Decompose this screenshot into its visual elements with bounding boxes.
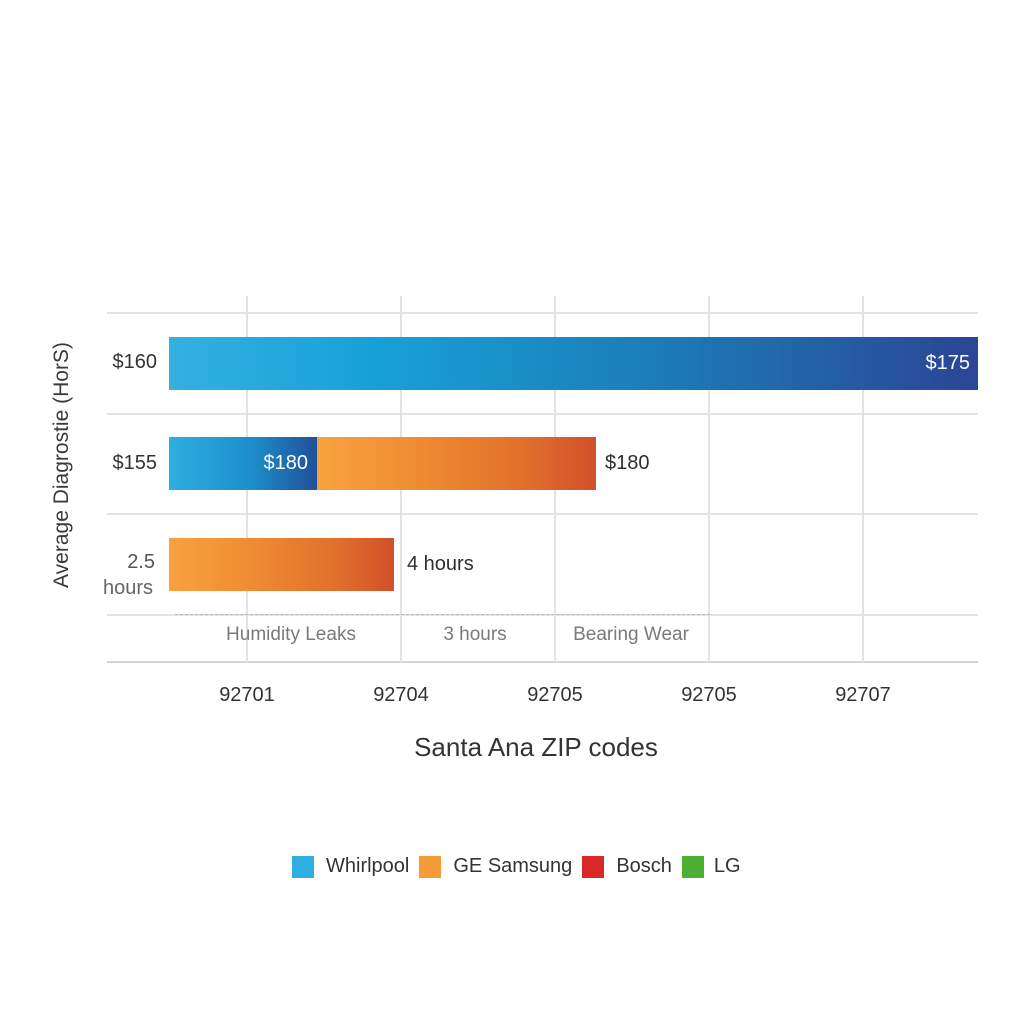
legend-item-bosch[interactable]: Bosch — [582, 855, 672, 878]
legend-swatch-icon — [292, 855, 314, 878]
x-axis-title: Santa Ana ZIP codes — [414, 732, 658, 762]
legend: Whirlpool GE Samsung Bosch LG — [292, 855, 751, 878]
y-label-row1: $160 — [112, 351, 158, 373]
gridline-horizontal — [107, 413, 978, 415]
y-axis-title: Average Diagrostie (HorS) — [50, 342, 73, 588]
gridline-horizontal — [107, 312, 978, 314]
y-label-row2: $155 — [112, 452, 158, 474]
x-tick-label: 92707 — [835, 684, 891, 706]
bar-value-label: $175 — [925, 352, 971, 374]
gridline-horizontal — [107, 513, 978, 515]
x-axis-baseline — [107, 661, 978, 663]
bar-whirlpool-row2[interactable]: $180 — [169, 437, 317, 490]
legend-swatch-icon — [419, 855, 442, 878]
dashed-reference-line — [175, 614, 710, 615]
legend-label: Whirlpool — [326, 855, 410, 877]
legend-swatch-icon — [582, 855, 605, 878]
bar-value-label-outside: $180 — [605, 452, 650, 474]
annotation-humidity-leaks: Humidity Leaks — [226, 624, 356, 645]
x-tick-label: 92701 — [219, 684, 275, 706]
legend-item-lg[interactable]: LG — [681, 855, 741, 878]
legend-label: GE Samsung — [453, 855, 573, 877]
annotation-bearing-wear: Bearing Wear — [573, 624, 689, 645]
y-label-row3-value: 2.5 — [127, 551, 155, 573]
annotation-3-hours: 3 hours — [443, 624, 507, 645]
bar-value-label: $180 — [263, 452, 309, 474]
gridline-vertical — [862, 296, 864, 662]
gridline-horizontal — [107, 614, 978, 616]
y-label-row3-unit: hours — [102, 577, 153, 599]
legend-item-whirlpool[interactable]: Whirlpool — [292, 855, 409, 878]
x-tick-label: 92705 — [681, 684, 737, 706]
x-tick-label: 92704 — [373, 684, 429, 706]
legend-swatch-icon — [681, 855, 704, 878]
legend-label: Bosch — [616, 855, 672, 877]
legend-label: LG — [713, 855, 741, 877]
gridline-vertical — [708, 296, 710, 662]
legend-item-ge-samsung[interactable]: GE Samsung — [419, 855, 572, 878]
bar-ge-samsung-row3[interactable] — [169, 538, 394, 591]
bar-ge-samsung-row2[interactable] — [317, 437, 596, 490]
bar-value-label-outside: 4 hours — [407, 553, 474, 575]
bar-whirlpool-row1[interactable]: $175 — [169, 337, 978, 390]
x-tick-label: 92705 — [527, 684, 583, 706]
